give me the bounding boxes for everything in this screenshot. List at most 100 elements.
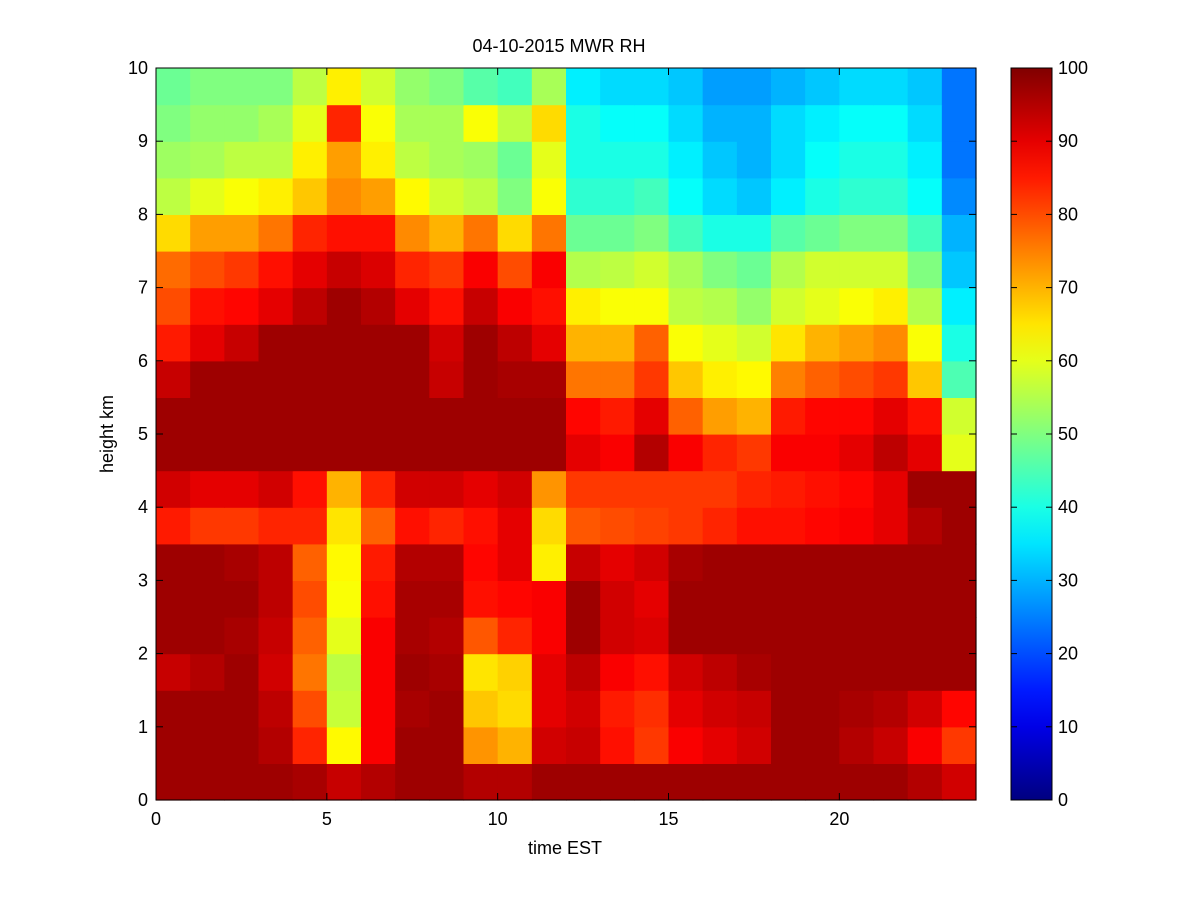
colorbar: 0 10 20 30 40 50 60 70 80 90 100 <box>1010 58 1088 810</box>
heatmap-cell <box>361 177 396 215</box>
heatmap-cell <box>566 287 601 325</box>
heatmap-cell <box>736 141 772 179</box>
heatmap-cell <box>566 397 601 435</box>
heatmap-cell <box>771 690 806 728</box>
heatmap-cell <box>395 617 430 655</box>
heatmap-cell <box>326 214 362 252</box>
heatmap-cell <box>702 690 738 728</box>
heatmap-cell <box>497 434 533 472</box>
heatmap-cell <box>805 141 840 179</box>
y-tick-label: 3 <box>138 570 148 590</box>
heatmap-cell <box>531 141 567 179</box>
heatmap-cell <box>907 397 943 435</box>
heatmap-cell <box>429 690 465 728</box>
heatmap-cell <box>395 214 430 252</box>
heatmap-cell <box>224 507 260 545</box>
heatmap-cell <box>702 324 738 362</box>
heatmap-cell <box>361 580 396 618</box>
heatmap-cell <box>531 543 567 581</box>
heatmap-cell <box>156 434 191 472</box>
heatmap-cell <box>395 543 430 581</box>
heatmap-cell <box>873 104 909 142</box>
heatmap-cell <box>805 617 840 655</box>
heatmap-cell <box>463 543 499 581</box>
heatmap-cell <box>361 507 396 545</box>
heatmap-cell <box>224 68 260 106</box>
heatmap-cell <box>907 141 943 179</box>
heatmap-cell <box>361 763 396 801</box>
heatmap-cell <box>668 324 704 362</box>
x-tick-label: 20 <box>829 809 849 829</box>
heatmap-cell <box>156 653 191 691</box>
heatmap-cell <box>326 397 362 435</box>
heatmap-cell <box>497 653 533 691</box>
heatmap-cell <box>497 251 533 289</box>
heatmap-cell <box>463 580 499 618</box>
heatmap-cell <box>531 324 567 362</box>
heatmap-cell <box>805 397 840 435</box>
heatmap-cell <box>429 214 465 252</box>
y-tick-label: 5 <box>138 424 148 444</box>
heatmap-cell <box>463 287 499 325</box>
heatmap-cell <box>224 470 260 508</box>
heatmap-cell <box>429 470 465 508</box>
heatmap-cell <box>771 507 806 545</box>
heatmap-cell <box>429 68 465 106</box>
heatmap-cell <box>600 104 635 142</box>
heatmap-cell <box>326 763 362 801</box>
heatmap-cell <box>156 690 191 728</box>
x-tick-label: 0 <box>151 809 161 829</box>
heatmap-cell <box>395 726 430 764</box>
heatmap-cell <box>907 726 943 764</box>
heatmap-cell <box>805 690 840 728</box>
heatmap-cell <box>771 763 806 801</box>
heatmap-cell <box>531 434 567 472</box>
heatmap-cell <box>463 251 499 289</box>
heatmap-cell <box>395 251 430 289</box>
heatmap-cell <box>497 617 533 655</box>
heatmap-cell <box>429 104 465 142</box>
heatmap-cell <box>429 763 465 801</box>
heatmap-cell <box>702 543 738 581</box>
heatmap-cell <box>190 434 225 472</box>
y-tick-label: 9 <box>138 131 148 151</box>
heatmap-cell <box>361 434 396 472</box>
heatmap-cell <box>668 68 704 106</box>
heatmap-cell <box>771 214 806 252</box>
heatmap-cell <box>941 177 977 215</box>
x-tick-label: 15 <box>658 809 678 829</box>
heatmap-cell <box>702 653 738 691</box>
heatmap-cell <box>224 251 260 289</box>
heatmap-cell <box>668 726 704 764</box>
heatmap-cell <box>326 617 362 655</box>
heatmap-cell <box>600 177 635 215</box>
heatmap-cell <box>497 763 533 801</box>
heatmap-cell <box>326 360 362 398</box>
heatmap-cell <box>634 617 670 655</box>
heatmap-cell <box>634 397 670 435</box>
heatmap-cell <box>156 177 191 215</box>
heatmap-cell <box>634 690 670 728</box>
heatmap-cell <box>907 287 943 325</box>
heatmap-cell <box>873 580 909 618</box>
heatmap-cell <box>771 470 806 508</box>
heatmap-cell <box>873 397 909 435</box>
heatmap-cell <box>224 580 260 618</box>
heatmap-cell <box>463 507 499 545</box>
heatmap-cell <box>258 68 294 106</box>
heatmap-cell <box>566 104 601 142</box>
heatmap-cell <box>771 324 806 362</box>
heatmap-cell <box>839 580 875 618</box>
heatmap-cell <box>326 434 362 472</box>
heatmap-cell <box>429 507 465 545</box>
colorbar-gradient <box>1011 68 1052 800</box>
heatmap-cell <box>736 726 772 764</box>
heatmap-cell <box>805 726 840 764</box>
heatmap-cell <box>531 251 567 289</box>
heatmap-cell <box>497 214 533 252</box>
heatmap-cell <box>429 653 465 691</box>
heatmap-cell <box>156 397 191 435</box>
heatmap-cell <box>600 543 635 581</box>
heatmap-cell <box>531 104 567 142</box>
heatmap-cell <box>907 690 943 728</box>
